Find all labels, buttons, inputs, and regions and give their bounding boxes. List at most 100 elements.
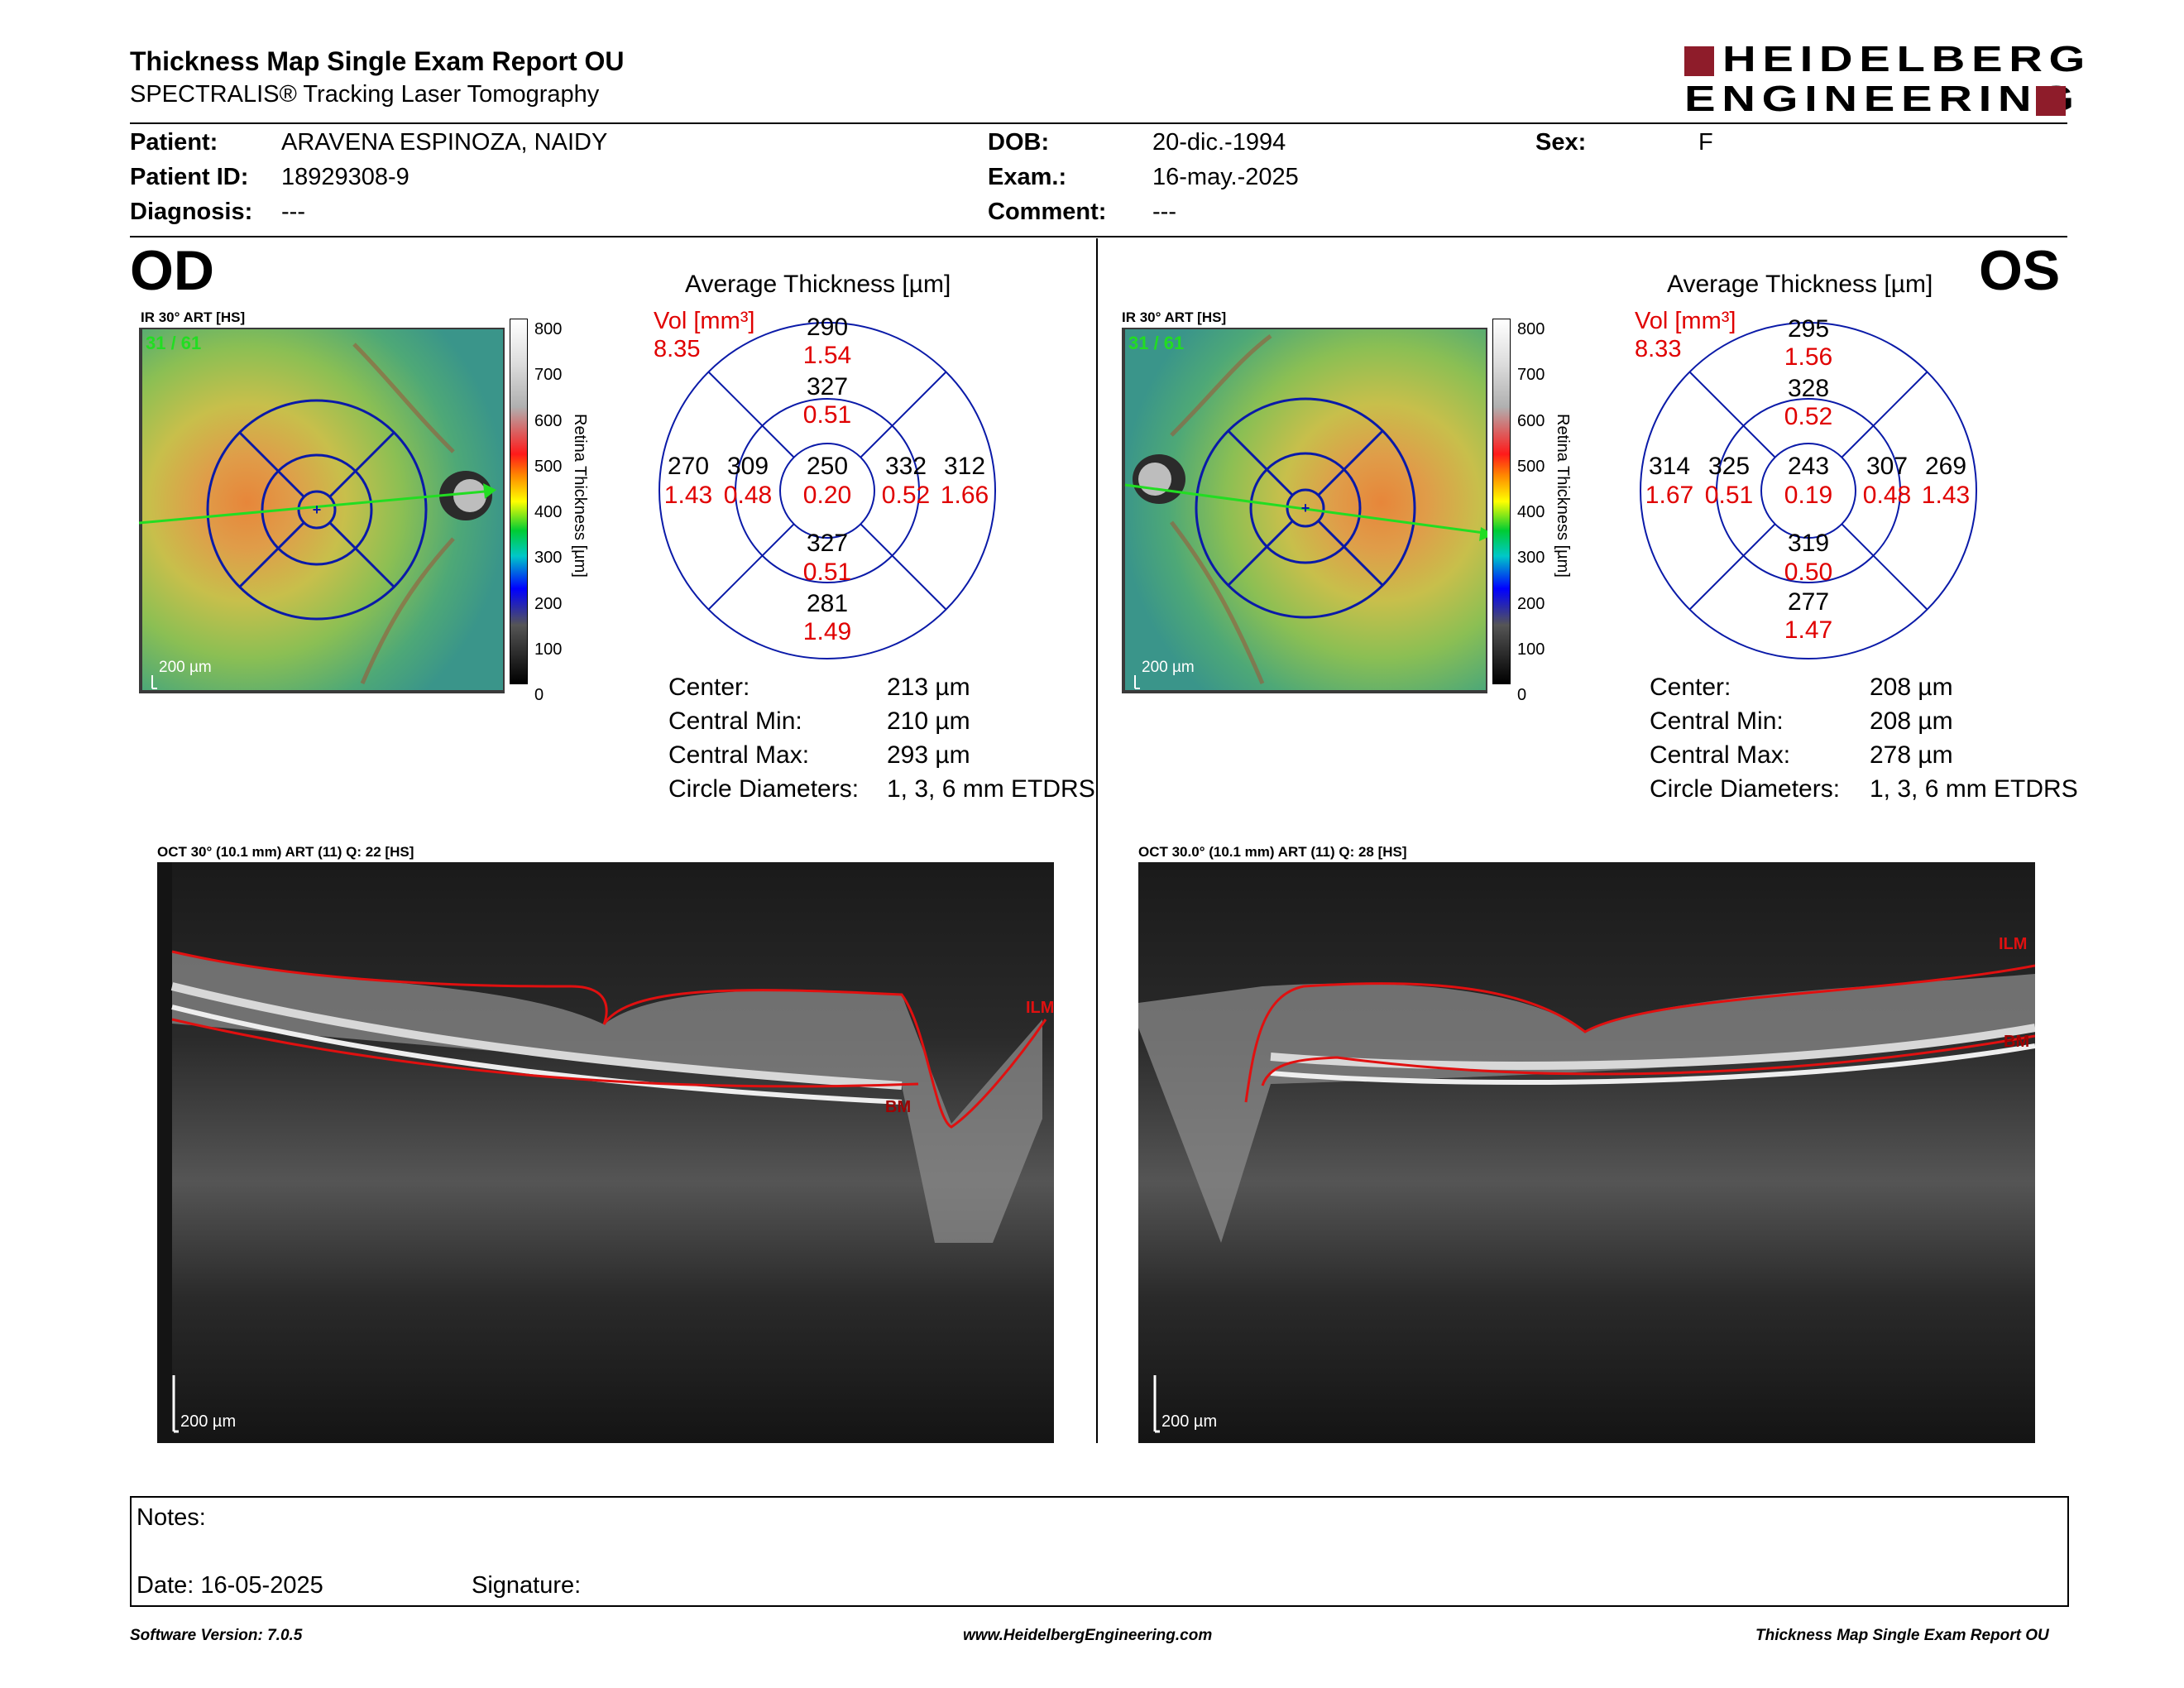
od-circle-diam-label: Circle Diameters:	[668, 775, 860, 803]
od-central-max-label: Central Max:	[668, 741, 810, 769]
os-oct-label: OCT 30.0° (10.1 mm) ART (11) Q: 28 [HS]	[1138, 844, 1407, 860]
os-ilm-label: ILM	[1999, 935, 2027, 953]
os-vol-total: 8.33	[1635, 336, 1682, 362]
od-center-label: Center:	[668, 674, 750, 701]
date-label: Date: 16-05-2025	[136, 1572, 323, 1599]
diagnosis-label: Diagnosis:	[130, 199, 253, 225]
os-vol-label: Vol [mm³]	[1635, 308, 1736, 334]
os-inner-sup-v: 0.52	[1784, 403, 1832, 430]
patient-label: Patient:	[130, 129, 218, 156]
od-tick-700: 700	[534, 366, 563, 385]
notes-label: Notes:	[136, 1504, 206, 1531]
od-inner-temp-t: 309	[727, 453, 769, 480]
od-central-max-value: 293 µm	[887, 741, 970, 769]
os-etdrs-grid	[1195, 397, 1416, 619]
os-central-max-value: 278 µm	[1870, 741, 1953, 769]
od-etdrs-chart: 290 1.54 327 0.51 270 1.43 309 0.48 250 …	[659, 317, 996, 659]
patient-name: ARAVENA ESPINOZA, NAIDY	[281, 129, 608, 156]
dob-label: DOB:	[988, 129, 1050, 156]
od-tick-300: 300	[534, 549, 563, 568]
comment-label: Comment:	[988, 199, 1107, 225]
od-scan-arrow	[483, 483, 496, 499]
os-tick-400: 400	[1517, 503, 1545, 522]
od-fundus-scale: 200 µm	[159, 659, 212, 676]
os-center-t: 243	[1788, 453, 1829, 480]
os-inner-temp-t: 307	[1866, 453, 1908, 480]
os-outer-nasal-t: 314	[1649, 453, 1690, 480]
software-version: Software Version: 7.0.5	[130, 1627, 303, 1644]
od-center-t: 250	[807, 453, 848, 480]
od-inner-inf-v: 0.51	[803, 559, 851, 586]
os-oct-scale: 200 µm	[1161, 1412, 1217, 1431]
od-colorbar	[510, 319, 528, 684]
od-center-v: 0.20	[803, 482, 851, 509]
os-circle-diam-label: Circle Diameters:	[1650, 775, 1841, 803]
os-central-min-value: 208 µm	[1870, 707, 1953, 735]
notes-box[interactable]: Notes: Date: 16-05-2025 Signature:	[130, 1496, 2069, 1607]
os-colorbar	[1492, 319, 1511, 684]
os-outer-inf-v: 1.47	[1784, 616, 1832, 644]
od-outer-inf-v: 1.49	[803, 618, 851, 645]
os-tick-200: 200	[1517, 594, 1545, 613]
os-tick-700: 700	[1517, 366, 1545, 385]
logo-word-heidelberg: HEIDELBERG	[1722, 39, 2092, 79]
od-outer-temp-t: 270	[668, 453, 709, 480]
od-vol-label: Vol [mm³]	[654, 308, 755, 334]
od-outer-nasal-v: 1.66	[941, 482, 989, 509]
od-stats-values: 213 µm 210 µm 293 µm 1, 3, 6 mm ETDRS	[887, 670, 1095, 806]
os-outer-temp-v: 1.43	[1922, 482, 1970, 509]
patient-divider	[130, 236, 2067, 237]
os-eye-label: OS	[1979, 239, 2061, 302]
website-link[interactable]: www.HeidelbergEngineering.com	[963, 1627, 1213, 1644]
sex-label: Sex:	[1535, 129, 1587, 156]
comment-value: ---	[1152, 199, 1176, 225]
dob-value: 20-dic.-1994	[1152, 129, 1286, 156]
os-inner-nasal-t: 325	[1708, 453, 1750, 480]
od-bm-label: BM	[885, 1098, 911, 1116]
od-tick-400: 400	[534, 503, 563, 522]
od-outer-inf-t: 281	[807, 590, 848, 617]
os-stats-labels: Center: Central Min: Central Max: Circle…	[1650, 670, 1840, 806]
od-outer-temp-v: 1.43	[664, 482, 712, 509]
logo-word-engineering: ENGINEERING	[1684, 79, 2081, 119]
sex-value: F	[1698, 129, 1713, 156]
od-ir-label: IR 30° ART [HS]	[141, 309, 246, 325]
patient-id: 18929308-9	[281, 164, 410, 190]
os-inner-sup-t: 328	[1788, 375, 1829, 402]
od-grid-title: Average Thickness [µm]	[685, 271, 951, 298]
od-frame-counter: 31 / 61	[146, 333, 201, 353]
logo-square-top	[1684, 46, 1714, 76]
od-central-min-value: 210 µm	[887, 707, 970, 735]
os-central-min-label: Central Min:	[1650, 707, 1784, 735]
od-inner-inf-t: 327	[807, 530, 848, 557]
od-outer-sup-v: 1.54	[803, 342, 851, 369]
report-subtitle: SPECTRALIS® Tracking Laser Tomography	[130, 81, 600, 108]
od-tick-600: 600	[534, 411, 563, 430]
os-outer-inf-t: 277	[1788, 588, 1829, 616]
od-tick-500: 500	[534, 457, 563, 476]
od-bm-line	[171, 1018, 919, 1088]
os-bm-label: BM	[2004, 1033, 2029, 1051]
od-inner-sup-t: 327	[807, 373, 848, 400]
signature-label: Signature:	[472, 1572, 582, 1599]
os-etdrs-chart: 295 1.56 328 0.52 314 1.67 325 0.51 243 …	[1640, 317, 1977, 659]
exam-label: Exam.:	[988, 164, 1067, 190]
diagnosis-value: ---	[281, 199, 305, 225]
os-outer-sup-t: 295	[1788, 317, 1829, 343]
os-frame-counter: 31 / 61	[1128, 333, 1184, 353]
exam-value: 16-may.-2025	[1152, 164, 1299, 190]
os-grid-title: Average Thickness [µm]	[1667, 271, 1933, 298]
od-central-min-label: Central Min:	[668, 707, 802, 735]
os-ilm-line	[1244, 964, 2035, 1103]
od-circle-diam-value: 1, 3, 6 mm ETDRS	[887, 775, 1095, 803]
od-oct-bscan: ILM BM 200 µm	[157, 862, 1054, 1443]
od-etdrs-grid	[206, 399, 428, 621]
os-stats-values: 208 µm 208 µm 278 µm 1, 3, 6 mm ETDRS	[1870, 670, 2078, 806]
od-tick-800: 800	[534, 320, 563, 338]
os-center-v: 0.19	[1784, 482, 1832, 509]
od-thickness-map: + 31 / 61 200 µm	[139, 328, 505, 693]
od-eye-label: OD	[130, 239, 214, 302]
os-fundus-scale: 200 µm	[1142, 659, 1195, 676]
footer-report-name: Thickness Map Single Exam Report OU	[1755, 1627, 2049, 1644]
os-bm-line	[1261, 1034, 2035, 1086]
